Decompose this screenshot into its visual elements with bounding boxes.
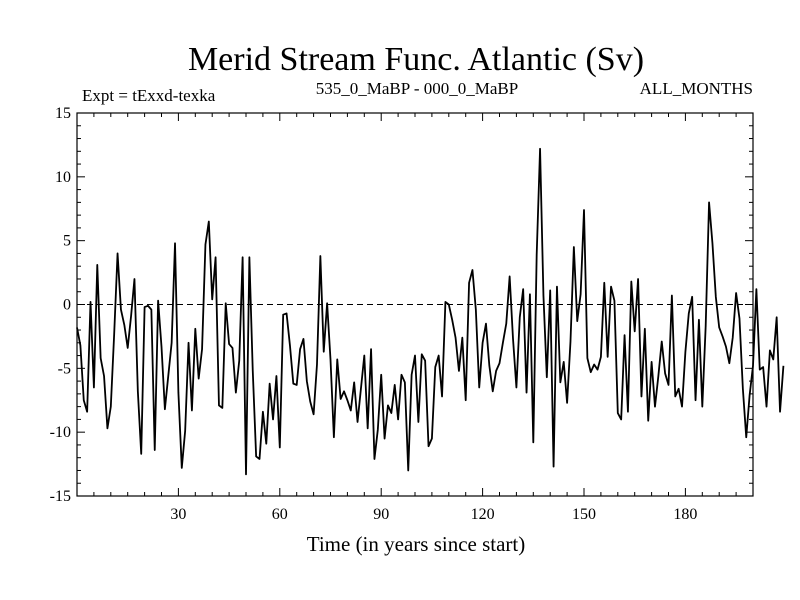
x-tick-label: 90 (373, 506, 389, 523)
chart-subtitle-center: 535_0_MaBP - 000_0_MaBP (316, 79, 518, 98)
y-tick-label: 15 (55, 105, 71, 122)
chart-subtitle-right: ALL_MONTHS (640, 79, 753, 98)
x-tick-label: 60 (272, 506, 288, 523)
y-tick-label: 10 (55, 169, 71, 186)
data-series (76, 147, 785, 476)
series-line (76, 147, 785, 476)
y-tick-label: -5 (58, 360, 71, 377)
x-axis-label: Time (in years since start) (307, 532, 526, 556)
x-tick-label: 120 (471, 506, 495, 523)
y-tick-label: -10 (50, 424, 71, 441)
x-tick-label: 30 (170, 506, 186, 523)
y-tick-label: 5 (63, 233, 71, 250)
y-tick-label: -15 (50, 488, 71, 505)
chart-subtitle-left: Expt = tExxd-texka (82, 86, 216, 105)
chart-title: Merid Stream Func. Atlantic (Sv) (188, 41, 644, 78)
x-tick-label: 180 (673, 506, 697, 523)
axis-ticks: 15 10 5 0 -5 -10 -15 30 60 90 120 150 180 (50, 105, 753, 523)
y-tick-label: 0 (63, 297, 71, 314)
x-tick-label: 150 (572, 506, 596, 523)
